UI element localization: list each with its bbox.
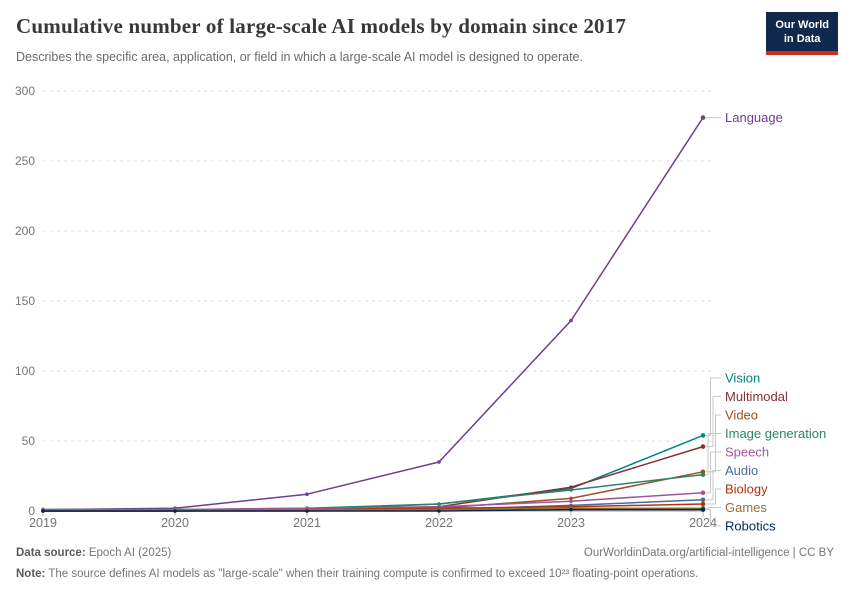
data-point-video bbox=[569, 496, 573, 501]
data-point-multimodal bbox=[700, 444, 706, 449]
x-tick-label: 2023 bbox=[557, 516, 585, 530]
x-tick-label: 2024 bbox=[689, 516, 717, 530]
x-tick-label: 2022 bbox=[425, 516, 453, 530]
data-source-value: Epoch AI (2025) bbox=[85, 547, 172, 559]
data-point-speech bbox=[569, 499, 573, 504]
data-point-image-generation bbox=[569, 488, 573, 492]
data-point-multimodal bbox=[569, 485, 573, 490]
data-point-language bbox=[437, 460, 441, 464]
x-axis: 2019 2020 2021 2022 2023 2024 bbox=[29, 511, 717, 530]
chart-note-label: Note: bbox=[16, 568, 46, 580]
chart-title: Cumulative number of large-scale AI mode… bbox=[16, 14, 627, 38]
data-point-robotics bbox=[700, 507, 706, 512]
legend-connector-speech bbox=[706, 451, 721, 494]
legend-connector-games bbox=[706, 507, 721, 509]
series-line-robotics bbox=[43, 508, 703, 512]
legend-label-games: Games bbox=[725, 500, 767, 515]
y-tick-label: 200 bbox=[15, 224, 35, 238]
data-point-language bbox=[305, 492, 309, 497]
data-point-image-generation bbox=[437, 502, 441, 506]
data-point-robotics bbox=[41, 509, 45, 513]
owid-logo: Our World in Data bbox=[766, 12, 838, 55]
chart-subtitle: Describes the specific area, application… bbox=[16, 50, 583, 64]
legend-label-speech: Speech bbox=[725, 445, 769, 460]
data-point-robotics bbox=[305, 509, 309, 513]
legend-connector-audio bbox=[706, 470, 721, 501]
data-point-robotics bbox=[173, 509, 177, 513]
legend: Language Vision Multimodal Video Image gener… bbox=[706, 110, 826, 534]
data-source: Data source: Epoch AI (2025) bbox=[16, 547, 171, 559]
x-tick-label: 2019 bbox=[29, 516, 57, 530]
legend-label-language: Language bbox=[725, 110, 783, 125]
data-point-robotics bbox=[569, 507, 573, 512]
legend-label-image-generation: Image generation bbox=[725, 426, 826, 441]
series-line-language bbox=[42, 117, 704, 511]
x-tick-label: 2020 bbox=[161, 516, 189, 530]
x-tick-label: 2021 bbox=[293, 516, 321, 530]
legend-label-multimodal: Multimodal bbox=[725, 389, 788, 404]
data-source-label: Data source: bbox=[16, 547, 86, 559]
data-point-audio bbox=[700, 497, 706, 503]
chart-note-value: The source defines AI models as "large-s… bbox=[45, 568, 699, 580]
gridlines: 0 50 100 150 200 250 300 bbox=[15, 84, 712, 518]
data-point-image-generation bbox=[700, 472, 706, 477]
legend-label-video: Video bbox=[725, 408, 758, 423]
chart-note: Note: The source defines AI models as "l… bbox=[16, 568, 836, 580]
data-point-language bbox=[569, 318, 573, 323]
legend-label-biology: Biology bbox=[725, 482, 768, 497]
series-line-speech bbox=[43, 492, 704, 511]
owid-link[interactable]: OurWorldinData.org/artificial-intelligen… bbox=[583, 547, 834, 559]
legend-label-audio: Audio bbox=[725, 463, 758, 478]
legend-label-robotics: Robotics bbox=[725, 519, 776, 534]
legend-label-vision: Vision bbox=[725, 371, 760, 386]
series-lines bbox=[41, 115, 706, 513]
y-tick-label: 300 bbox=[15, 84, 35, 98]
y-tick-label: 0 bbox=[28, 504, 35, 518]
owid-logo-line2: in Data bbox=[783, 33, 821, 46]
data-point-speech bbox=[700, 490, 706, 496]
data-point-language bbox=[700, 115, 706, 120]
legend-connector-robotics bbox=[706, 509, 721, 527]
y-tick-label: 50 bbox=[22, 434, 36, 448]
y-tick-label: 250 bbox=[15, 154, 35, 168]
y-tick-label: 100 bbox=[15, 364, 35, 378]
legend-connector-biology bbox=[706, 488, 721, 505]
legend-connector-image-generation bbox=[706, 433, 721, 476]
y-tick-label: 150 bbox=[15, 294, 35, 308]
owid-logo-line1: Our World bbox=[775, 19, 829, 31]
data-point-vision bbox=[700, 433, 706, 438]
data-point-biology bbox=[700, 501, 706, 507]
legend-connector-multimodal bbox=[706, 396, 721, 448]
data-point-robotics bbox=[437, 509, 441, 513]
series-line-games bbox=[43, 507, 703, 511]
